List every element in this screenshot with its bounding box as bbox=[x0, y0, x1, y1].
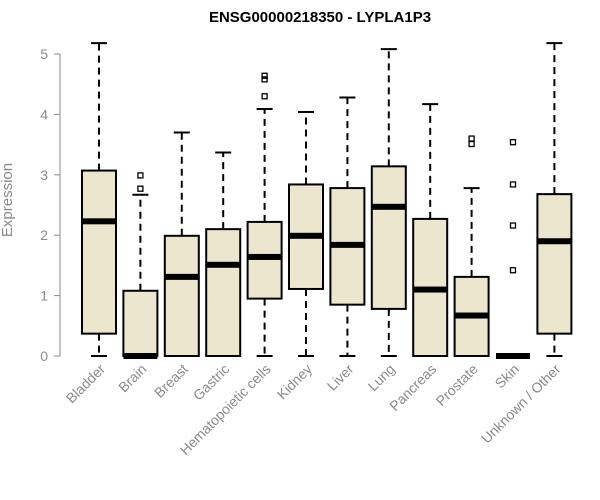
box-kidney bbox=[288, 110, 324, 357]
box-skin bbox=[496, 139, 530, 359]
median-bar bbox=[413, 286, 448, 293]
outlier-point bbox=[137, 172, 144, 179]
box-pancreas bbox=[412, 103, 449, 357]
y-tick-label: 3 bbox=[40, 167, 48, 183]
x-category-label: Bladder bbox=[63, 361, 109, 407]
y-tick-label: 1 bbox=[40, 288, 48, 304]
boxes-group bbox=[81, 42, 573, 359]
chart-title: ENSG00000218350 - LYPLA1P3 bbox=[209, 9, 431, 26]
y-tick-label: 5 bbox=[40, 46, 48, 62]
outlier-point bbox=[261, 72, 268, 79]
outlier-point bbox=[137, 185, 144, 192]
x-category-label: Prostate bbox=[433, 361, 481, 409]
median-bar bbox=[164, 273, 199, 280]
median-bar bbox=[537, 238, 572, 245]
x-category-label: Brain bbox=[115, 361, 149, 395]
y-axis-label: Expression bbox=[0, 163, 16, 237]
x-category-label: Kidney bbox=[274, 361, 316, 403]
box-liver bbox=[329, 96, 366, 357]
x-category-label: Lung bbox=[365, 361, 398, 394]
x-category-label: Breast bbox=[151, 361, 191, 401]
outlier-point bbox=[261, 93, 268, 100]
box-gastric bbox=[205, 151, 242, 357]
box-brain bbox=[122, 172, 159, 359]
y-tick-label: 4 bbox=[40, 106, 48, 122]
iqr-box bbox=[370, 165, 407, 310]
x-category-label: Liver bbox=[324, 361, 357, 394]
median-bar bbox=[289, 232, 323, 239]
x-category-label: Unknown / Other bbox=[478, 361, 564, 447]
box-bladder bbox=[81, 42, 117, 357]
outlier-point bbox=[509, 139, 517, 146]
median-bar bbox=[454, 312, 489, 319]
outlier-point bbox=[468, 140, 475, 148]
iqr-box bbox=[163, 234, 200, 357]
outlier-point bbox=[261, 76, 268, 83]
median-bar bbox=[206, 261, 241, 268]
outlier-point bbox=[468, 135, 475, 142]
x-category-label: Skin bbox=[492, 361, 523, 392]
median-bar bbox=[82, 218, 116, 225]
outlier-point bbox=[509, 181, 517, 188]
box-prostate bbox=[453, 135, 490, 358]
box-lung bbox=[370, 48, 407, 357]
median-bar bbox=[247, 253, 282, 260]
iqr-box bbox=[205, 228, 242, 357]
outlier-point bbox=[509, 222, 517, 229]
median-bar bbox=[496, 353, 530, 359]
outlier-point bbox=[509, 267, 517, 274]
median-bar bbox=[371, 203, 406, 210]
iqr-box bbox=[81, 169, 117, 335]
box-breast bbox=[163, 131, 200, 357]
iqr-box bbox=[536, 193, 573, 335]
y-tick-label: 0 bbox=[40, 348, 48, 364]
median-bar bbox=[123, 353, 158, 359]
iqr-box bbox=[122, 289, 159, 358]
box-hematopoietic-cells bbox=[246, 72, 283, 357]
median-bar bbox=[330, 241, 365, 248]
box-unknown-other bbox=[536, 42, 573, 357]
iqr-box bbox=[246, 220, 283, 300]
y-tick-label: 2 bbox=[40, 227, 48, 243]
y-axis: 0 1 2 3 4 5 bbox=[40, 46, 61, 364]
